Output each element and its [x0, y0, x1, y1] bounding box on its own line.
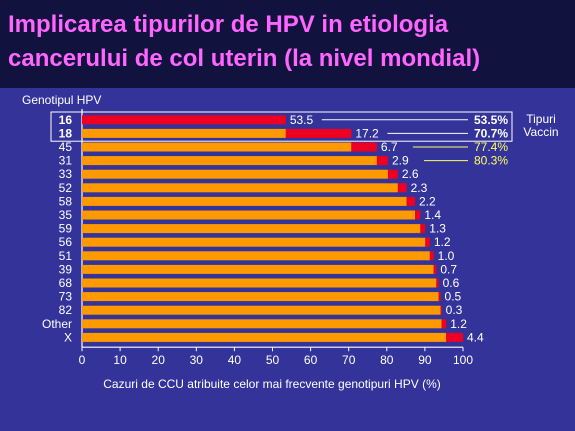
bar-base [82, 305, 441, 315]
x-tick-label: 20 [152, 353, 166, 367]
category-label: 58 [59, 194, 73, 208]
bar-increment [285, 128, 352, 138]
x-tick-label: 60 [304, 353, 318, 367]
data-label: 53.5 [290, 113, 314, 127]
data-label: 4.4 [467, 330, 484, 344]
vaccine-box [50, 111, 513, 142]
bar-base [82, 319, 442, 329]
x-tick-label: 80 [380, 353, 394, 367]
x-tick-label: 10 [113, 353, 127, 367]
bar-increment [436, 278, 439, 288]
category-label: 56 [59, 235, 73, 249]
vaccine-types-label: Vaccin [523, 125, 558, 139]
labels: 16 53.5 18 17.2 45 6.7 31 2.9 33 2.6 52 2.3 58 2.2 35 1… [42, 111, 559, 344]
cumulative-annotation: 77.4% [474, 140, 508, 154]
bar-increment [376, 156, 388, 166]
data-label: 2.2 [419, 194, 436, 208]
data-label: 0.5 [445, 290, 462, 304]
bar-base [82, 237, 426, 247]
data-label: 0.3 [446, 303, 463, 317]
bar-base [82, 224, 421, 234]
bar-increment [82, 115, 286, 125]
category-label: 45 [59, 140, 73, 154]
bar-increment [406, 196, 415, 206]
x-axis-title: Cazuri de CCU atribuite celor mai frecve… [103, 377, 440, 391]
data-label: 2.3 [411, 181, 428, 195]
x-tick-label: 40 [228, 353, 242, 367]
data-label: 1.4 [424, 208, 441, 222]
bar-base [82, 251, 430, 261]
cumulative-annotation: 53.5% [474, 113, 508, 127]
title-band: Implicarea tipurilor de HPV in etiologia… [0, 0, 575, 88]
category-label: 68 [59, 276, 73, 290]
x-tick-label: 50 [266, 353, 280, 367]
cumulative-annotation: 80.3% [474, 154, 508, 168]
vaccine-types-label: Tipuri [526, 112, 556, 126]
category-label: 82 [59, 303, 73, 317]
data-label: 1.2 [434, 235, 451, 249]
data-label: 1.2 [450, 317, 467, 331]
bar-increment [420, 224, 426, 234]
data-label: 17.2 [355, 126, 379, 140]
bar-base [82, 128, 286, 138]
x-tick-label: 90 [418, 353, 432, 367]
data-label: 1.3 [429, 222, 446, 236]
category-label: 51 [59, 249, 73, 263]
category-label: 39 [59, 262, 73, 276]
bar-base [82, 332, 447, 342]
data-label: 0.7 [440, 262, 457, 276]
bar-increment [429, 251, 434, 261]
bar-increment [387, 169, 398, 179]
bar-increment [446, 332, 463, 342]
data-label: 1.0 [438, 249, 455, 263]
slide-title: Implicarea tipurilor de HPV in etiologia… [8, 11, 481, 72]
x-tick-label: 100 [453, 353, 473, 367]
bar-base [82, 264, 434, 274]
bar-base [82, 278, 437, 288]
bar-increment [397, 183, 407, 193]
category-label: 52 [59, 181, 73, 195]
bars [82, 115, 463, 342]
bar-increment [433, 264, 437, 274]
category-label: 35 [59, 208, 73, 222]
bar-base [82, 210, 415, 220]
bar-base [82, 142, 352, 152]
bar-increment [438, 292, 441, 302]
bar-increment [440, 305, 442, 315]
category-label: 59 [59, 222, 73, 236]
category-label: Other [42, 317, 72, 331]
category-label: 33 [59, 167, 73, 181]
y-axis-title: Genotipul HPV [22, 93, 101, 107]
category-label: 16 [59, 113, 73, 127]
x-tick-label: 70 [342, 353, 356, 367]
bar-base [82, 169, 388, 179]
bar-base [82, 196, 407, 206]
x-tick-label: 0 [79, 353, 86, 367]
axes: 0 10 20 30 40 50 60 70 80 90 100 Genotipul HPV Cazur… [22, 93, 473, 391]
bar-base [82, 292, 439, 302]
bar-increment [425, 237, 430, 247]
bar-increment [351, 142, 377, 152]
data-label: 2.6 [402, 167, 419, 181]
category-label: X [64, 330, 72, 344]
data-label: 0.6 [443, 276, 460, 290]
bar-increment [414, 210, 421, 220]
x-tick-label: 30 [190, 353, 204, 367]
category-label: 18 [59, 126, 73, 140]
bar-base [82, 183, 398, 193]
data-label: 2.9 [392, 154, 409, 168]
bar-base [82, 156, 377, 166]
cumulative-annotation: 70.7% [474, 126, 508, 140]
data-label: 6.7 [381, 140, 398, 154]
category-label: 31 [59, 154, 73, 168]
category-label: 73 [59, 290, 73, 304]
bar-increment [441, 319, 447, 329]
